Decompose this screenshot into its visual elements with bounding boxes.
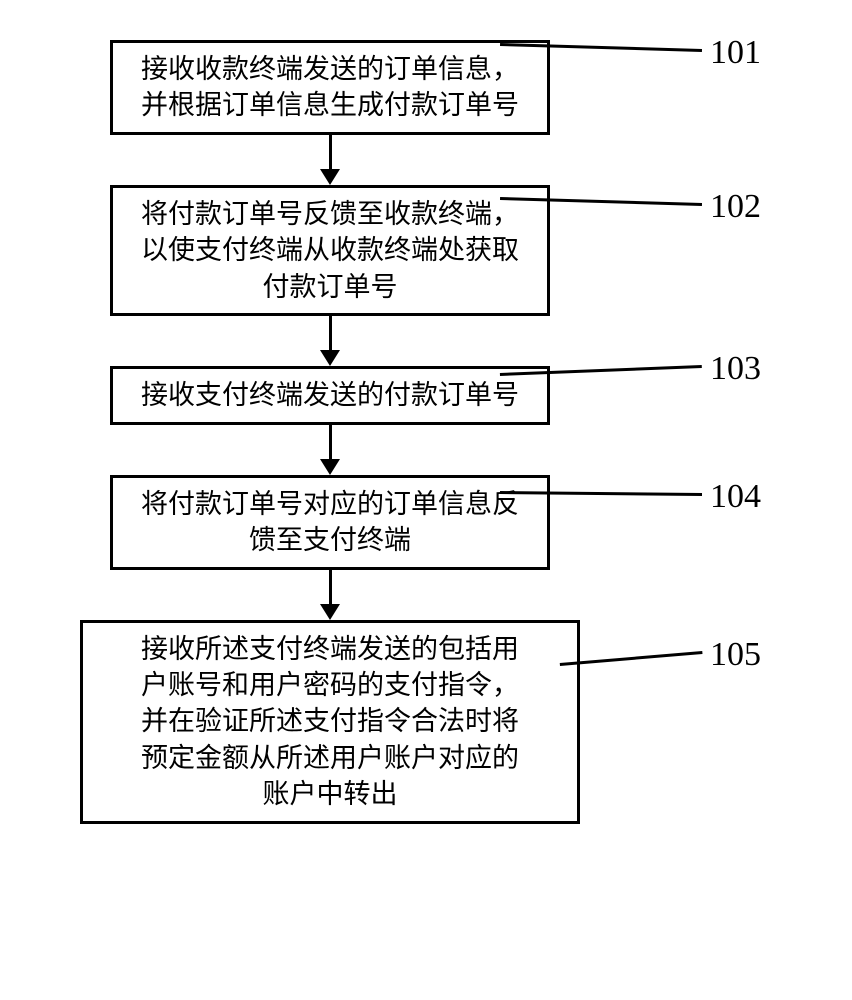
flowchart-container: 接收收款终端发送的订单信息，并根据订单信息生成付款订单号 将付款订单号反馈至收款…	[60, 40, 600, 824]
flow-node-4: 将付款订单号对应的订单信息反馈至支付终端	[110, 475, 550, 570]
flow-node-2: 将付款订单号反馈至收款终端，以使支付终端从收款终端处获取付款订单号	[110, 185, 550, 316]
step-label-5: 105	[710, 636, 761, 674]
step-label-4: 104	[710, 478, 761, 516]
step-label-3: 103	[710, 350, 761, 388]
flow-node-1: 接收收款终端发送的订单信息，并根据订单信息生成付款订单号	[110, 40, 550, 135]
step-label-2: 102	[710, 188, 761, 226]
flow-node-3: 接收支付终端发送的付款订单号	[110, 366, 550, 424]
step-label-1: 101	[710, 34, 761, 72]
flow-node-5: 接收所述支付终端发送的包括用户账号和用户密码的支付指令，并在验证所述支付指令合法…	[80, 620, 580, 824]
